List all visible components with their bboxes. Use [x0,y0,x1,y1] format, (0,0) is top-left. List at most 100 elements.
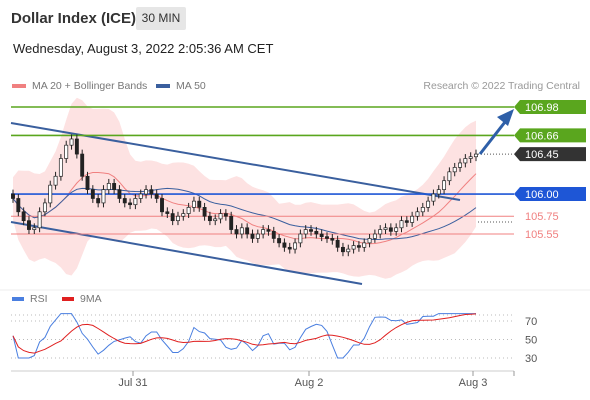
x-tick-label-2: Aug 3 [459,377,488,389]
legend-ma20: MA 20 + Bollinger Bands [12,80,147,92]
candle-body [372,233,377,239]
candle-body [234,229,239,235]
rsi-ma-line [12,313,477,354]
candle-body [160,198,164,213]
price-tag-text-0: 106.98 [525,102,559,114]
candle-body [85,175,90,190]
candle-body [399,220,404,229]
candle-body [181,213,186,217]
candle-body [378,229,383,235]
candle-body [239,227,244,235]
legend-ma50: MA 50 [156,80,206,92]
timeframe-button[interactable]: 30 MIN [136,7,186,30]
projection-arrow-head [497,109,514,126]
candle-body [319,233,324,238]
candle-body [133,198,138,206]
x-tick-label-1: Aug 2 [295,377,324,389]
candle-body [436,189,441,195]
price-tag-4: 105.75 [525,211,559,223]
price-tag-bg-2 [514,147,586,162]
candle-body [404,220,409,223]
ma9-label: 9MA [80,293,102,305]
candle-body [112,183,117,190]
candle-body [165,211,170,214]
candle-body [53,175,58,186]
candle-body [431,193,436,202]
chart-header: Dollar Index (ICE) 30 MIN [0,0,590,36]
ma50-label: MA 50 [176,80,206,92]
candle-body [144,189,148,195]
candle-body [458,162,462,168]
candle-body [80,153,85,177]
candle-body [207,215,212,222]
candle-body [37,211,42,229]
candle-body [463,158,468,164]
price-tag-bg-1 [514,128,586,143]
candle-body [420,207,425,213]
candle-body [106,183,111,190]
candle-body [74,138,79,155]
candle-body [309,229,313,232]
price-tag-text-3: 106.00 [525,189,559,201]
candle-body [362,242,367,248]
price-tag-0: 106.98 [514,100,586,114]
candle-body [138,193,143,199]
candle-body [170,213,175,222]
candle-body [218,213,223,220]
price-tag-text-2: 106.45 [525,149,559,161]
candle-body [388,227,393,232]
rsi-swatch [12,297,24,302]
candle-body [410,215,415,223]
candle-body [122,198,127,204]
candle-body [351,245,356,250]
price-tag-bg-3 [514,187,586,202]
price-tag-2: 106.45 [514,147,586,162]
candle-body [346,248,351,253]
ma20-line [12,172,477,245]
candle-body [48,184,53,204]
candle-body [202,207,207,217]
candle-body [21,211,26,222]
candle-body [356,245,361,248]
candle-body [330,238,335,241]
x-tick-label-0: Jul 31 [118,377,147,389]
ma9-swatch [62,297,74,302]
candle-body [11,193,15,199]
price-tag-5: 105.55 [525,229,559,241]
candle-body [90,189,95,199]
candle-body [229,215,234,230]
chart-datetime: Wednesday, August 3, 2022 2:05:36 AM CET [13,41,274,56]
candle-body [282,242,287,248]
price-tag-1: 106.66 [514,128,586,143]
rsi-level-label-70: 70 [525,316,537,328]
candle-body [298,233,303,244]
candle-body [266,229,271,232]
candle-body [367,238,372,244]
candle-body [128,202,133,206]
candle-body [314,230,319,235]
candle-body [271,230,276,239]
candle-body [452,167,457,173]
candle-body [261,229,266,235]
candle-body [335,239,340,248]
candle-body [64,144,69,159]
candle-body [474,153,478,158]
candle-body [303,229,308,235]
price-tag-3: 106.00 [514,187,586,202]
candle-body [197,200,202,208]
candle-body [69,138,74,146]
candle-body [293,242,298,250]
rsi-level-label-50: 50 [525,335,537,347]
candle-body [186,207,191,214]
candle-body [101,189,106,204]
candle-body [154,193,159,199]
candle-body [383,227,388,230]
candle-body [325,236,329,239]
candle-body [341,246,345,253]
candle-body [27,220,31,230]
candle-body [255,233,260,239]
candle-body [245,227,250,235]
price-tag-bg-0 [514,100,586,114]
candle-body [468,156,473,159]
